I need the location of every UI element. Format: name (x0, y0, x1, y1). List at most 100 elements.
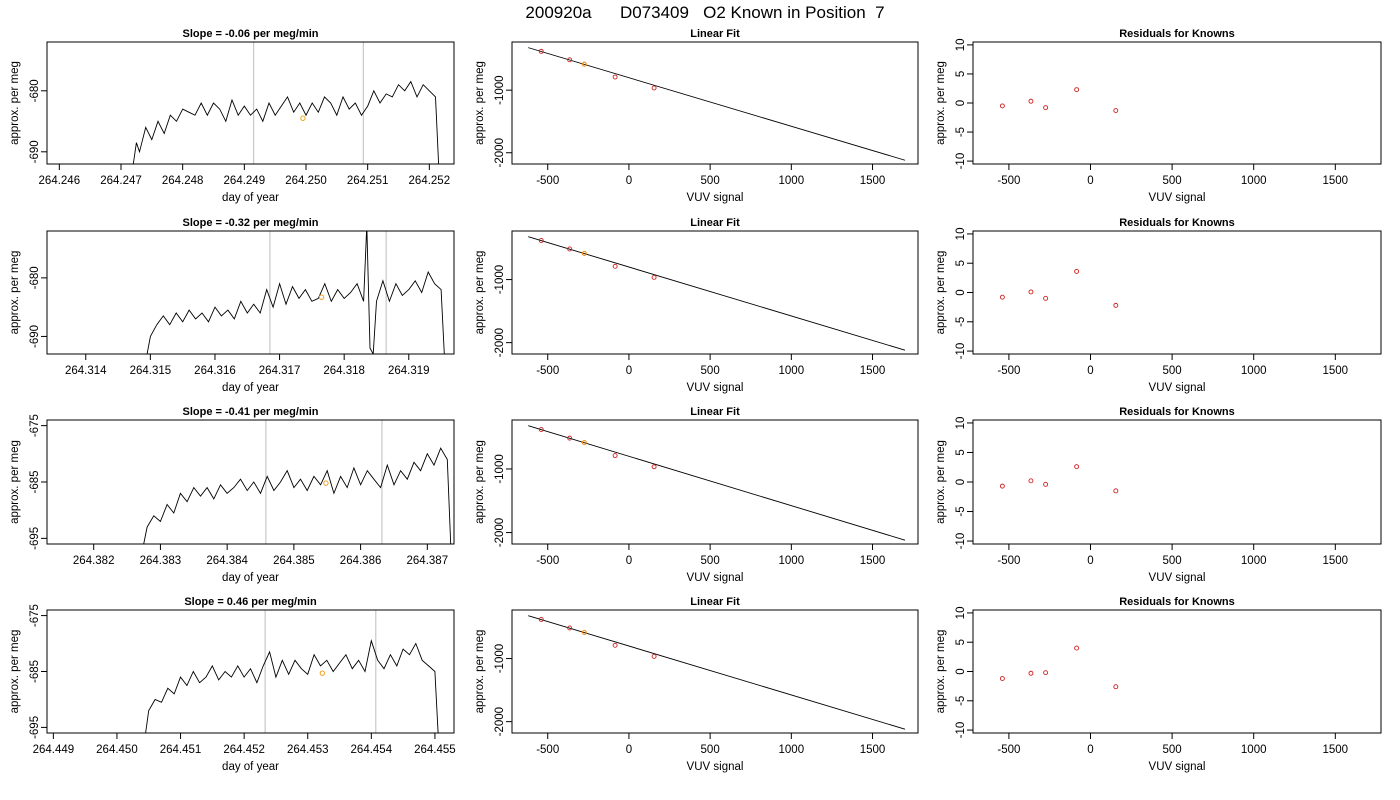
residual-point (1113, 302, 1119, 308)
panel-fit-row3: Linear Fit -500 0 500 1000 1500 -1000 -2000 VUV … (474, 406, 919, 584)
residual-point (1043, 295, 1049, 301)
sample-marker (300, 115, 306, 121)
x-tick-label: -500 (536, 365, 559, 377)
y-tick-label: -10 (955, 153, 967, 170)
sample-marker (318, 294, 325, 300)
x-tick-label: -500 (536, 744, 559, 756)
panel-title: Slope = -0.06 per meg/min (182, 28, 318, 40)
fit-line (528, 236, 906, 351)
x-tick-label: 1500 (860, 555, 886, 567)
known-point (567, 246, 573, 252)
x-tick-label: 1000 (779, 175, 805, 187)
plot-area (143, 420, 452, 544)
panel-title: Linear Fit (690, 217, 740, 229)
x-tick-label: 0 (1087, 555, 1093, 567)
x-tick-label: 264.316 (194, 365, 236, 377)
x-axis-label: day of year (222, 572, 279, 584)
x-tick-label: 0 (1087, 365, 1093, 377)
x-tick-label: 500 (701, 555, 720, 567)
panel-fit-row2: Linear Fit -500 0 500 1000 1500 -1000 -2000 VUV … (474, 217, 919, 394)
panel-title: Linear Fit (690, 406, 740, 418)
x-tick-label: 264.246 (39, 175, 81, 187)
residual-point (1028, 98, 1034, 104)
x-tick-label: 0 (1087, 744, 1093, 756)
x-tick-label: 264.384 (206, 555, 248, 567)
panel-timeseries-row3: Slope = -0.41 per meg/min 264.382 264.383 2… (9, 406, 455, 584)
y-tick-label: -1000 (494, 454, 506, 483)
x-tick-label: 500 (1163, 555, 1182, 567)
series-line (132, 80, 440, 164)
unknown-point (581, 250, 587, 256)
fit-line (528, 47, 906, 161)
panel-title: Residuals for Knowns (1119, 217, 1235, 229)
x-tick-label: 264.315 (130, 365, 172, 377)
panel-timeseries-row2: Slope = -0.32 per meg/min 264.314 264.315 2… (9, 217, 455, 394)
plot-area (528, 47, 906, 161)
fit-line (528, 425, 906, 541)
plot-area (145, 610, 439, 733)
panel-title: Linear Fit (690, 596, 740, 608)
residual-point (1113, 684, 1119, 690)
plot-frame (511, 609, 919, 734)
unknown-point (581, 61, 587, 67)
figure-title: 200920a D073409 O2 Known in Position 7 (525, 3, 884, 22)
plot-frame (972, 419, 1382, 545)
series-line (143, 447, 452, 544)
panel-timeseries-row4: Slope = 0.46 per meg/min 264.449 264.450 26… (9, 596, 456, 773)
fit-line (528, 615, 906, 730)
y-tick-label: 10 (955, 607, 967, 620)
y-tick-label: -695 (29, 527, 41, 550)
x-tick-label: 264.249 (224, 175, 266, 187)
y-axis-label: approx. per meg (935, 630, 947, 714)
x-tick-label: 500 (1163, 365, 1182, 377)
series-line (146, 231, 445, 354)
x-axis-label: VUV signal (687, 192, 744, 204)
x-tick-label: 500 (701, 744, 720, 756)
y-tick-label: 5 (955, 260, 967, 266)
x-tick-label: 264.247 (100, 175, 142, 187)
x-axis-label: VUV signal (687, 382, 744, 394)
plot-frame (46, 609, 455, 734)
unknown-point (581, 629, 587, 635)
panel-title: Slope = 0.46 per meg/min (184, 596, 317, 608)
panel-title: Slope = -0.41 per meg/min (182, 406, 318, 418)
y-tick-label: -675 (29, 604, 41, 627)
plot-area (528, 425, 906, 541)
x-tick-label: 1000 (1241, 365, 1267, 377)
y-tick-label: -690 (29, 325, 41, 348)
y-tick-label: 0 (955, 289, 967, 295)
panel-residuals-row3: Residuals for Knowns -500 0 500 1000 1500 10 5 0… (935, 406, 1382, 584)
plot-frame (972, 230, 1382, 355)
known-point (538, 238, 544, 243)
y-tick-label: -1000 (494, 75, 506, 104)
y-tick-label: -2000 (494, 518, 506, 547)
x-axis-label: day of year (222, 192, 279, 204)
x-tick-label: -500 (997, 555, 1020, 567)
x-axis-label: VUV signal (1149, 192, 1206, 204)
known-point (612, 642, 618, 648)
residual-point (999, 676, 1005, 681)
residual-point (999, 483, 1005, 489)
y-tick-label: -695 (29, 716, 41, 739)
residual-point (1028, 289, 1034, 295)
x-tick-label: 264.319 (388, 365, 430, 377)
plot-frame (972, 609, 1382, 734)
x-tick-label: 1500 (1323, 744, 1349, 756)
y-tick-label: -2000 (494, 328, 506, 357)
plot-area (999, 268, 1119, 308)
residual-point (1074, 464, 1080, 470)
x-tick-label: 264.250 (285, 175, 327, 187)
y-tick-label: -5 (955, 506, 967, 516)
x-tick-label: 500 (701, 175, 720, 187)
x-tick-label: 264.455 (414, 744, 456, 756)
y-axis-label: approx. per meg (935, 440, 947, 524)
y-axis-label: approx. per meg (9, 630, 21, 714)
y-axis-label: approx. per meg (935, 251, 947, 335)
x-axis-label: VUV signal (687, 761, 744, 773)
y-tick-label: 10 (955, 417, 967, 430)
plot-frame (972, 41, 1382, 165)
panel-residuals-row1: Residuals for Knowns -500 0 500 1000 1500 10 5 0… (935, 28, 1382, 204)
residual-point (1043, 105, 1049, 111)
x-tick-label: 264.452 (223, 744, 265, 756)
